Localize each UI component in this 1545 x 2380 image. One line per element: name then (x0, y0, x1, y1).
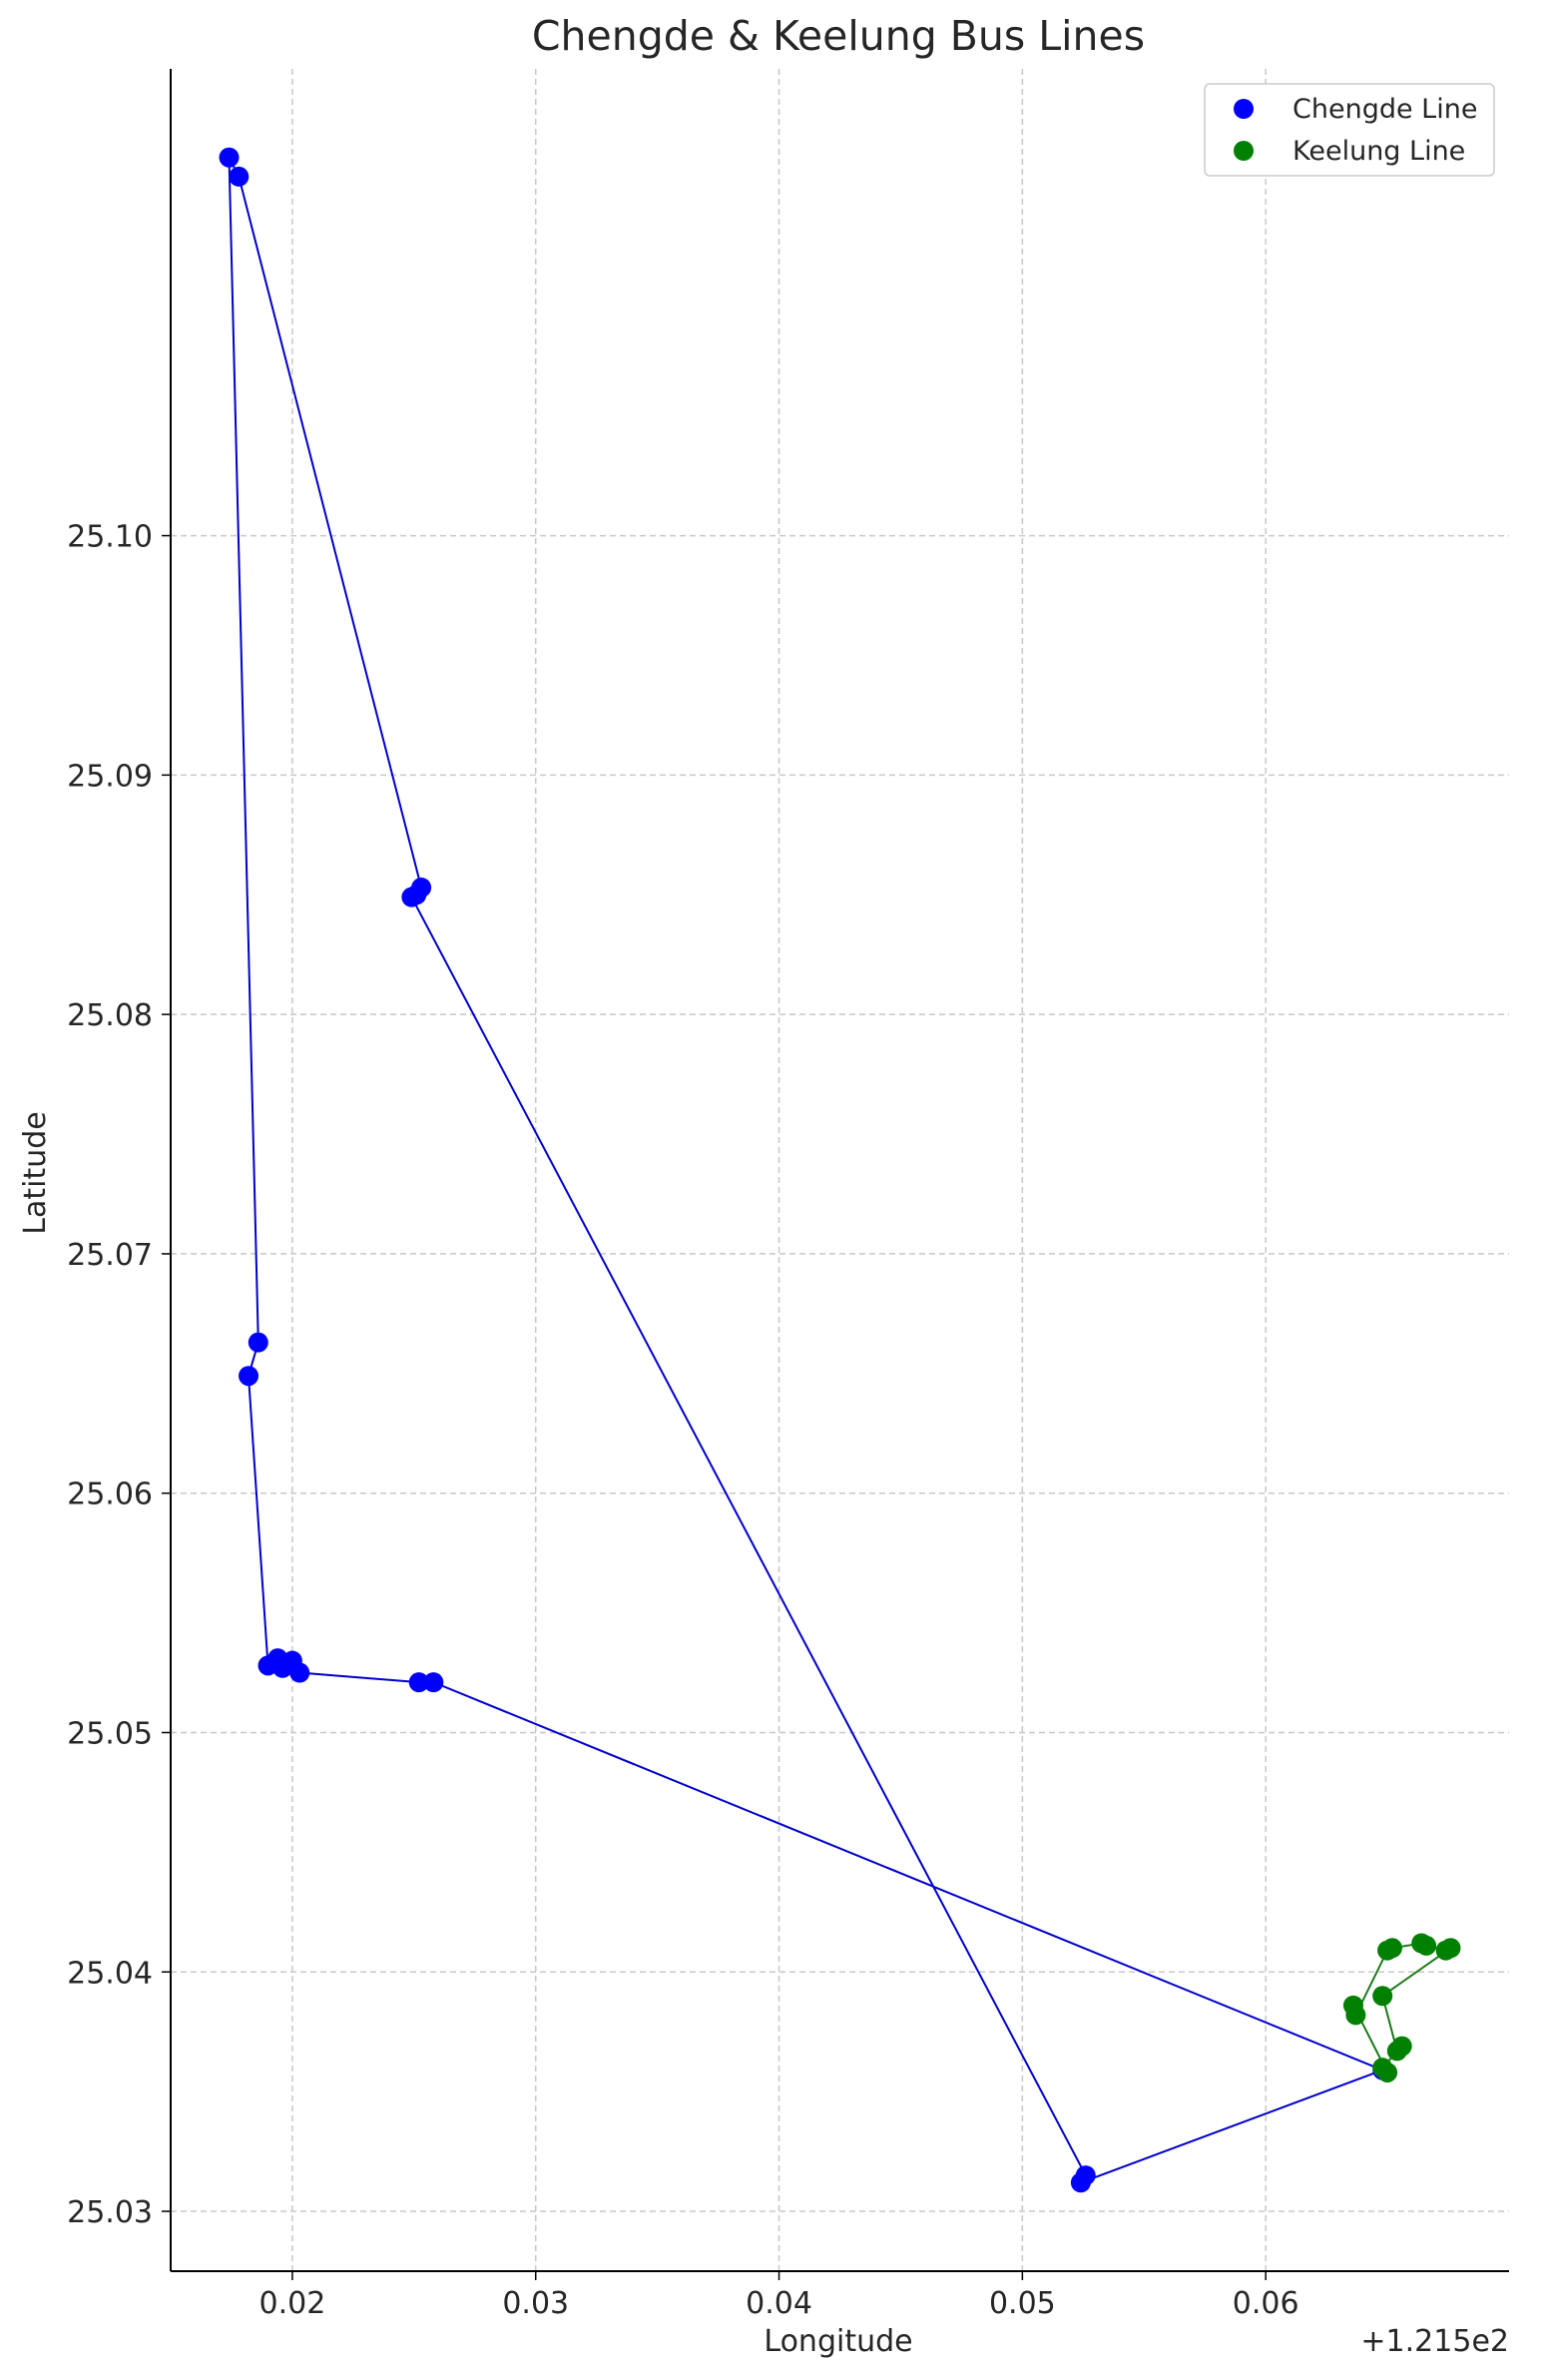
y-tick-label: 25.07 (67, 1238, 153, 1273)
chart-title: Chengde & Keelung Bus Lines (532, 12, 1145, 60)
legend: Chengde Line Keelung Line (1204, 83, 1495, 177)
legend-box (1204, 83, 1495, 177)
data-point (1372, 1986, 1393, 2007)
x-axis-offset-label: +1.215e2 (1360, 2324, 1509, 2359)
y-tick-label: 25.03 (67, 2195, 153, 2230)
y-tick-label: 25.08 (67, 998, 153, 1033)
x-tick-label: 0.04 (746, 2286, 812, 2321)
legend-label-keelung: Keelung Line (1292, 136, 1465, 167)
y-tick-label: 25.09 (67, 759, 153, 794)
data-point (1345, 2005, 1366, 2026)
data-point (239, 1366, 259, 1387)
y-tick-label: 25.04 (67, 1956, 153, 1991)
x-tick-label: 0.03 (502, 2286, 569, 2321)
data-points (219, 147, 1461, 2193)
legend-marker-chengde (1234, 99, 1254, 119)
legend-marker-keelung (1234, 141, 1254, 161)
x-axis-label: Longitude (764, 2324, 912, 2359)
data-point (219, 147, 240, 168)
y-axis-label: Latitude (18, 1111, 53, 1234)
grid-lines (171, 69, 1509, 2271)
data-point (1381, 1938, 1402, 1959)
data-point (248, 1332, 268, 1353)
x-tick-label: 0.02 (259, 2286, 326, 2321)
data-point (289, 1662, 310, 1683)
x-tick-label: 0.06 (1233, 2286, 1299, 2321)
data-point (1377, 2062, 1398, 2082)
data-point (408, 1672, 429, 1693)
data-point (1440, 1938, 1461, 1959)
legend-label-chengde: Chengde Line (1292, 94, 1477, 125)
x-tick-label: 0.05 (989, 2286, 1056, 2321)
axes (162, 69, 1509, 2280)
data-point (1416, 1935, 1437, 1956)
tick-labels: 0.02 0.03 0.04 0.05 0.06 25.03 25.04 25.05 25.06… (67, 520, 1298, 2321)
y-tick-label: 25.05 (67, 1716, 153, 1751)
data-point (229, 166, 250, 187)
data-point (1075, 2165, 1096, 2186)
data-point (423, 1672, 444, 1693)
data-point (411, 878, 432, 898)
data-point (1391, 2036, 1412, 2057)
y-tick-label: 25.10 (67, 520, 153, 555)
y-tick-label: 25.06 (67, 1478, 153, 1512)
